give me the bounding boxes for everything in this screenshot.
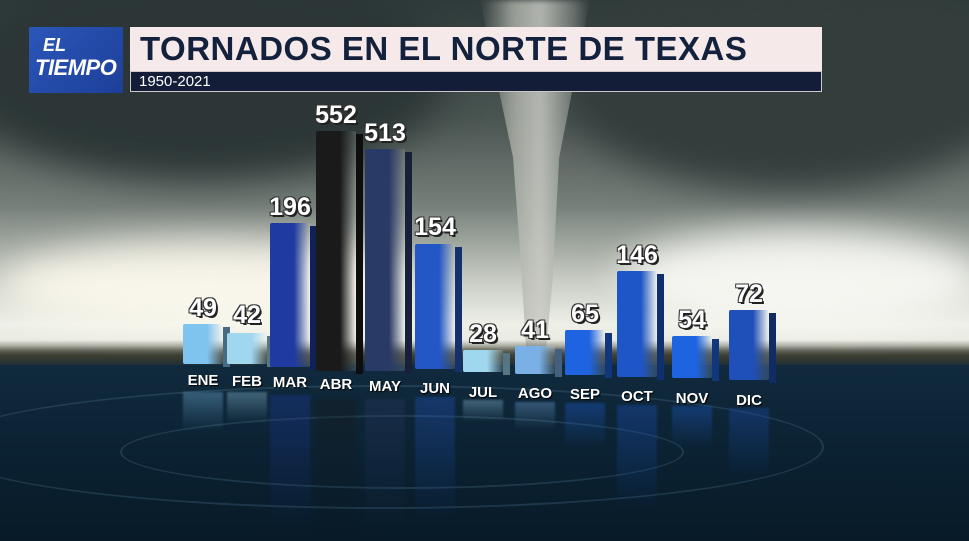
bar-side (555, 349, 562, 377)
month-label: NOV (675, 390, 709, 407)
bar-jul (463, 350, 510, 375)
logo-line2: TIEMPO (35, 55, 117, 80)
bar-side (356, 134, 363, 374)
chart-title: TORNADOS EN EL NORTE DE TEXAS (140, 30, 748, 67)
bar-side (405, 152, 412, 374)
month-label: ABR (319, 376, 353, 393)
bar-dic (729, 310, 776, 383)
bar-mar (270, 223, 317, 370)
bar-reflection (316, 399, 356, 534)
bar-reflection (672, 406, 712, 448)
bar-reflection (565, 403, 605, 448)
value-label: 513 (364, 119, 406, 147)
bar-reflection (463, 400, 503, 422)
month-label: JUL (468, 384, 498, 401)
value-label: 154 (414, 213, 456, 241)
value-label: 196 (269, 193, 311, 221)
value-label: 49 (189, 294, 217, 322)
month-label: DIC (736, 392, 762, 409)
bar-side (223, 327, 230, 367)
month-label: JUN (419, 380, 450, 397)
bar-reflection (515, 402, 555, 430)
bar-side (503, 353, 510, 375)
bar-reflection (365, 399, 405, 534)
bar-may (365, 149, 412, 374)
month-label: MAR (272, 374, 308, 391)
bar-nov (672, 336, 719, 381)
value-label: 54 (678, 306, 706, 334)
logo-line1: EL (43, 35, 67, 55)
bar-sep (565, 330, 612, 378)
bar-ene (183, 324, 230, 367)
value-label: 65 (571, 300, 599, 328)
bar-ago (515, 346, 562, 377)
value-label: 42 (233, 301, 261, 329)
value-label: 552 (315, 101, 357, 129)
bar-jun (415, 244, 462, 372)
value-label: 41 (521, 316, 549, 344)
bar-reflection (617, 405, 657, 511)
value-label: 28 (469, 320, 497, 348)
bar-feb (227, 333, 274, 367)
month-label: AGO (517, 385, 553, 402)
value-label: 72 (735, 280, 763, 308)
month-label: MAY (369, 378, 401, 395)
title-banner: TORNADOS EN EL NORTE DE TEXAS (130, 27, 822, 71)
month-label: SEP (569, 386, 600, 403)
month-label: OCT (621, 388, 653, 405)
month-label: FEB (232, 373, 262, 390)
bar-reflection (183, 392, 223, 432)
bar-oct (617, 271, 664, 380)
chart-subtitle: 1950-2021 (139, 73, 211, 90)
bar-side (712, 339, 719, 381)
bar-reflection (729, 408, 769, 478)
bar-reflection (227, 392, 267, 423)
bar-side (657, 274, 664, 380)
bar-reflection (415, 397, 455, 522)
bar-reflection (270, 395, 310, 530)
bar-side (605, 333, 612, 378)
bar-side (769, 313, 776, 383)
reflective-floor (0, 365, 969, 541)
bar-side (455, 247, 462, 372)
month-label: ENE (187, 372, 219, 389)
el-tiempo-logo: EL TIEMPO (29, 27, 123, 93)
bar-side (310, 226, 317, 370)
subtitle-banner: 1950-2021 (130, 71, 822, 92)
bar-abr (316, 131, 363, 374)
value-label: 146 (616, 241, 658, 269)
